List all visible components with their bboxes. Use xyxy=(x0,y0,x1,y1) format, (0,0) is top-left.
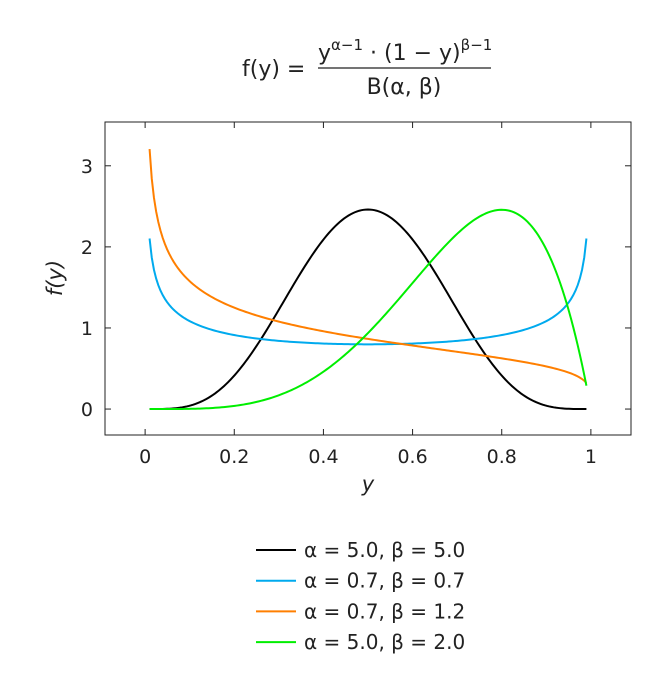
title-numerator: yα−1 · (1 − y)β−1 xyxy=(318,36,492,66)
legend-item: α = 5.0, β = 5.0 xyxy=(256,538,465,562)
chart-title: f(y) = yα−1 · (1 − y)β−1 B(α, β) xyxy=(242,36,492,100)
y-axis-label: f(y) xyxy=(43,260,67,296)
legend-label: α = 0.7, β = 0.7 xyxy=(304,569,465,593)
x-tick-label: 0 xyxy=(139,446,151,468)
legend-item: α = 5.0, β = 2.0 xyxy=(256,630,465,654)
axis-ticks: 0 0.2 0.4 0.6 0.8 1 0 1 2 3 xyxy=(81,122,631,468)
series-line xyxy=(148,238,588,346)
x-tick-label: 0.6 xyxy=(397,446,427,468)
x-tick-label: 1 xyxy=(585,446,597,468)
y-tick-label: 3 xyxy=(81,156,93,178)
curves xyxy=(148,148,588,411)
y-tick-label: 2 xyxy=(81,237,93,259)
legend-label: α = 5.0, β = 5.0 xyxy=(304,538,465,562)
x-tick-label: 0.2 xyxy=(219,446,249,468)
legend-item: α = 0.7, β = 1.2 xyxy=(256,599,465,623)
series-line xyxy=(149,208,587,411)
title-denominator: B(α, β) xyxy=(367,75,442,100)
legend-label: α = 0.7, β = 1.2 xyxy=(304,599,465,623)
y-tick-label: 1 xyxy=(81,318,93,340)
series-line xyxy=(148,148,588,384)
title-lhs: f(y) = xyxy=(242,57,305,82)
x-tick-label: 0.8 xyxy=(487,446,517,468)
x-axis-label: y xyxy=(361,472,375,496)
x-tick-label: 0.4 xyxy=(308,446,338,468)
legend-item: α = 0.7, β = 0.7 xyxy=(256,569,465,593)
legend: α = 5.0, β = 5.0 α = 0.7, β = 0.7 α = 0.7,… xyxy=(256,538,465,654)
plot-area xyxy=(104,121,632,436)
series-line xyxy=(149,208,588,411)
legend-label: α = 5.0, β = 2.0 xyxy=(304,630,465,654)
y-tick-label: 0 xyxy=(81,399,93,421)
